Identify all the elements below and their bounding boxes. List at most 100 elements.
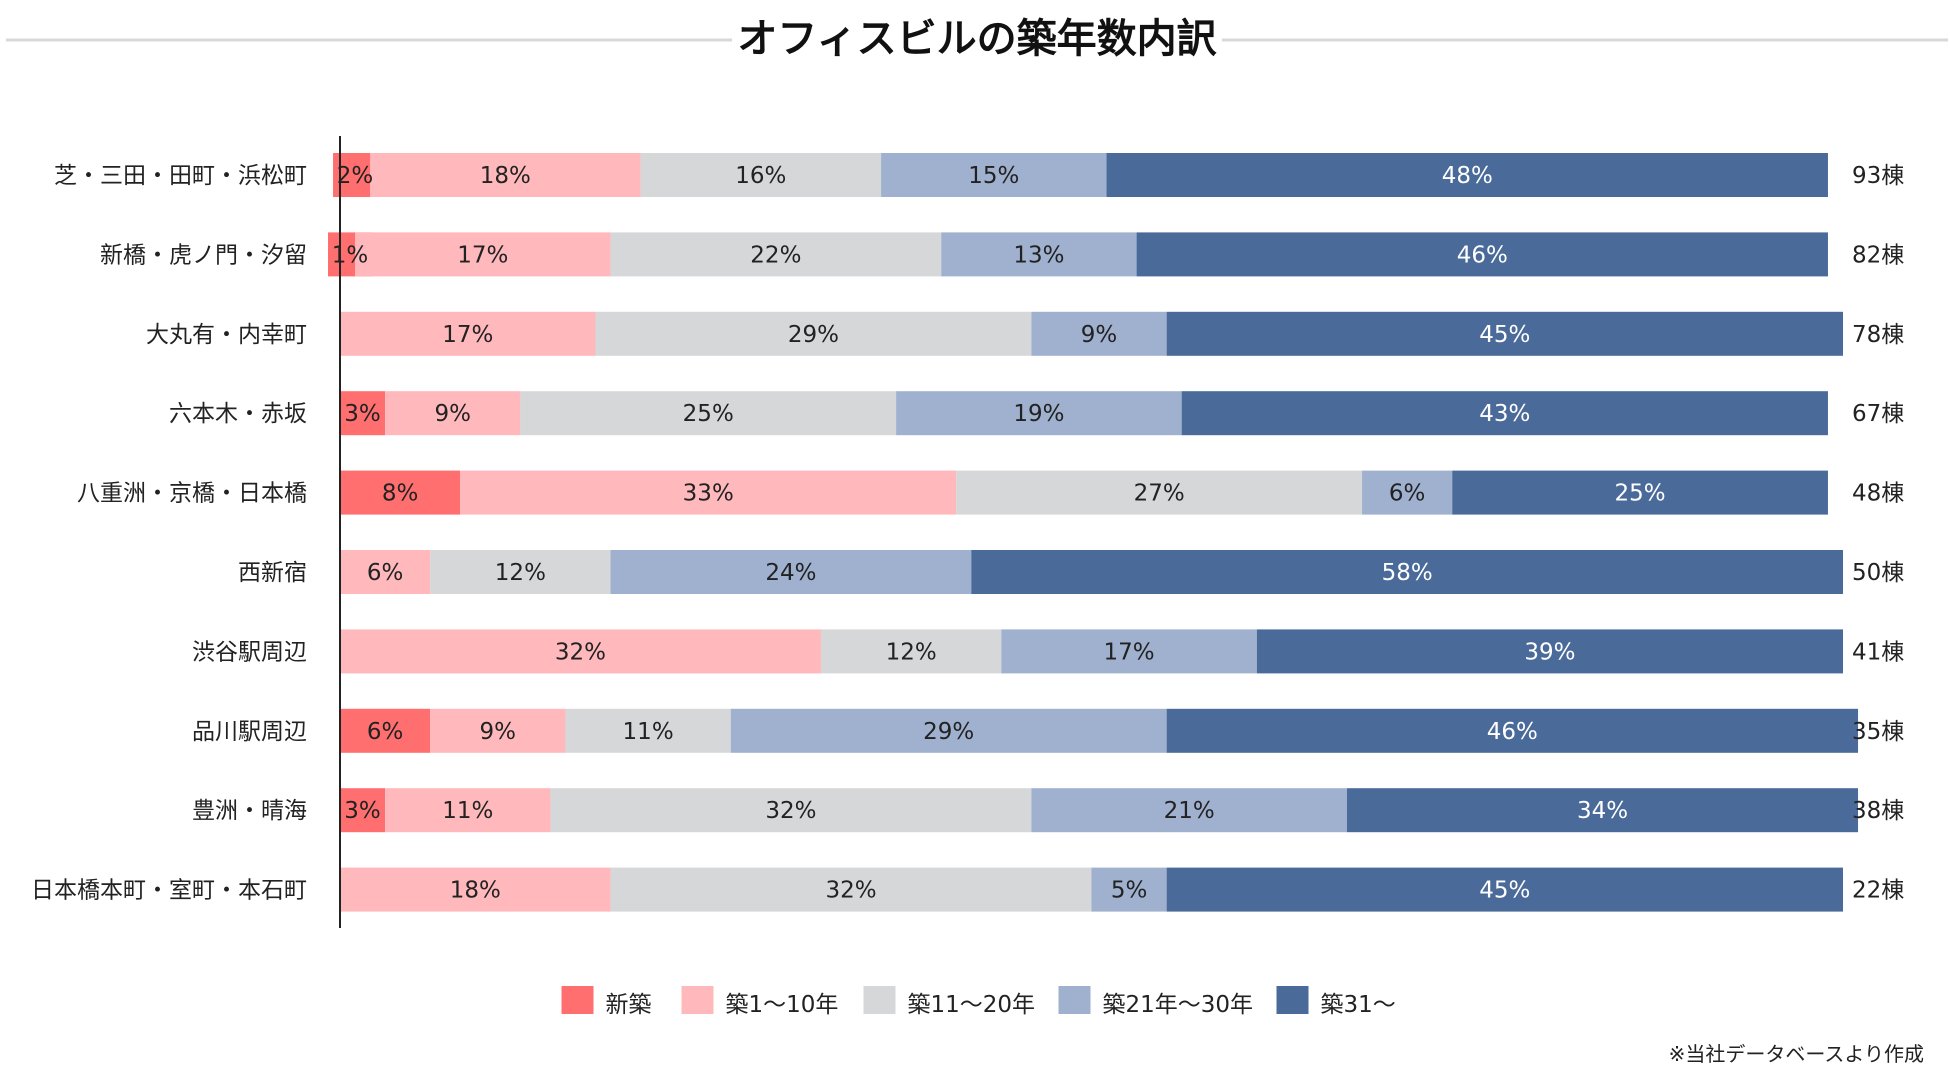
data-label: 29% — [923, 719, 974, 745]
bars-layer — [328, 153, 1859, 912]
data-label: 13% — [1013, 242, 1064, 268]
bar-segment — [355, 232, 611, 277]
total-label: 93棟 — [1852, 163, 1904, 189]
data-label: 6% — [367, 560, 404, 586]
data-label: 9% — [434, 401, 471, 427]
bar-segment — [520, 391, 897, 436]
data-label: 45% — [1479, 322, 1530, 348]
bar-segment — [460, 470, 957, 515]
bar-segment — [896, 391, 1182, 436]
total-label: 82棟 — [1852, 242, 1904, 268]
data-label: 18% — [480, 163, 531, 189]
bar-segment — [550, 788, 1032, 833]
bar-segment — [610, 867, 1092, 912]
data-label: 18% — [450, 878, 501, 904]
data-label: 8% — [382, 481, 419, 507]
data-label: 17% — [1104, 639, 1155, 665]
data-label: 45% — [1479, 878, 1530, 904]
total-label: 78棟 — [1852, 322, 1904, 348]
bar-segment — [610, 232, 942, 277]
bar-segment — [340, 470, 461, 515]
bar-segment — [1347, 788, 1859, 833]
category-label: 西新宿 — [238, 560, 307, 586]
bar-segment — [1136, 232, 1828, 277]
data-label: 11% — [442, 798, 493, 824]
data-label: 46% — [1487, 719, 1538, 745]
bar-segment — [1452, 470, 1828, 515]
data-label: 27% — [1134, 481, 1185, 507]
data-label: 48% — [1442, 163, 1493, 189]
bar-segment — [340, 550, 431, 594]
data-label: 25% — [1615, 481, 1666, 507]
total-label: 50棟 — [1852, 560, 1904, 586]
data-label: 21% — [1164, 798, 1215, 824]
bar-segment — [595, 311, 1032, 356]
data-label: 3% — [344, 401, 381, 427]
category-label: 芝・三田・田町・浜松町 — [54, 163, 307, 189]
bar-segment — [1031, 788, 1348, 833]
data-label: 22% — [750, 242, 801, 268]
legend-entry: 築21年〜30年 — [1103, 992, 1254, 1018]
bar-segment — [881, 153, 1107, 197]
total-label: 22棟 — [1852, 878, 1904, 904]
bar-segment — [1091, 867, 1167, 912]
legend-entry: 築1〜10年 — [726, 992, 839, 1018]
data-label: 29% — [788, 322, 839, 348]
bar-segment — [340, 867, 611, 912]
total-label: 41棟 — [1852, 639, 1904, 665]
bar-segment — [956, 470, 1363, 515]
bar-segment — [1362, 470, 1453, 515]
bar-segment — [1166, 311, 1843, 356]
data-label: 33% — [683, 481, 734, 507]
bar-segment — [1166, 708, 1859, 753]
data-label: 24% — [765, 560, 816, 586]
data-label: 12% — [886, 639, 937, 665]
bar-segment — [340, 708, 431, 753]
data-label: 39% — [1524, 639, 1575, 665]
bar-segment — [1166, 867, 1843, 912]
data-label: 32% — [555, 639, 606, 665]
data-label: 17% — [442, 322, 493, 348]
data-label: 32% — [825, 878, 876, 904]
bar-segment — [640, 153, 882, 197]
total-label: 48棟 — [1852, 481, 1904, 507]
legend-entry: 築31〜 — [1321, 992, 1396, 1018]
bar-segment — [971, 550, 1843, 594]
data-label: 43% — [1479, 401, 1530, 427]
data-label: 17% — [457, 242, 508, 268]
bar-segment — [1031, 311, 1167, 356]
data-label: 9% — [480, 719, 517, 745]
category-label: 日本橋本町・室町・本石町 — [31, 878, 307, 904]
source-annotation: ※当社データベースより作成 — [1669, 1042, 1924, 1066]
category-label: 品川駅周辺 — [192, 719, 307, 745]
bar-segment — [340, 788, 386, 833]
bar-segment — [1181, 391, 1828, 436]
data-label: 46% — [1457, 242, 1508, 268]
data-label: 15% — [968, 163, 1019, 189]
bar-segment — [610, 550, 972, 594]
bar-segment — [340, 311, 596, 356]
legend: 新築 築1〜10年 築11〜20年 築21年〜30年 築31〜 — [561, 986, 1396, 1018]
bar-segment — [1106, 153, 1828, 197]
bar-segment — [730, 708, 1167, 753]
category-label: 渋谷駅周辺 — [192, 639, 307, 665]
data-label: 58% — [1382, 560, 1433, 586]
data-label: 5% — [1111, 878, 1148, 904]
data-label: 6% — [367, 719, 404, 745]
legend-entry: 築11〜20年 — [908, 992, 1036, 1018]
bar-segment — [385, 391, 521, 436]
data-label: 1% — [332, 242, 369, 268]
bar-segment — [941, 232, 1137, 277]
bar-segment — [385, 788, 551, 833]
legend-swatch — [561, 986, 594, 1014]
data-label: 32% — [765, 798, 816, 824]
bar-segment — [430, 708, 566, 753]
legend-swatch — [863, 986, 896, 1014]
category-label: 八重洲・京橋・日本橋 — [77, 481, 307, 507]
bar-segment — [430, 550, 611, 594]
data-label: 19% — [1013, 401, 1064, 427]
data-label: 3% — [344, 798, 381, 824]
bar-segment — [1001, 629, 1257, 674]
